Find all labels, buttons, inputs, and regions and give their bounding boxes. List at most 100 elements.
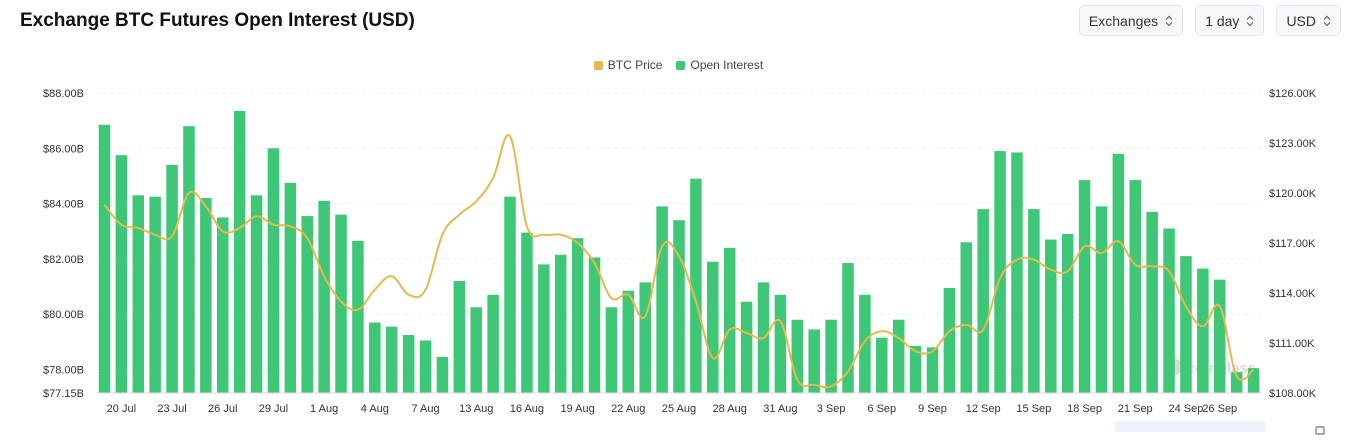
open-interest-bar xyxy=(1061,234,1074,393)
open-interest-bar xyxy=(571,238,584,393)
open-interest-bar xyxy=(673,220,685,393)
open-interest-bar xyxy=(1163,228,1175,393)
open-interest-bar xyxy=(740,301,753,393)
x-tick-label: 29 Jul xyxy=(259,403,288,415)
exchanges-select-label: Exchanges xyxy=(1088,12,1159,29)
open-interest-bar xyxy=(639,282,651,393)
open-interest-bar xyxy=(859,294,871,393)
open-interest-bar xyxy=(267,148,280,393)
open-interest-bar xyxy=(98,124,111,393)
x-tick-label: 13 Aug xyxy=(459,403,493,415)
open-interest-bar xyxy=(808,329,820,393)
interval-select-label: 1 day xyxy=(1205,12,1240,29)
open-interest-bar xyxy=(892,319,905,393)
open-interest-bar xyxy=(538,264,550,393)
open-interest-bar xyxy=(605,307,618,393)
x-tick-label: 18 Sep xyxy=(1067,403,1102,415)
open-interest-bar xyxy=(284,182,297,393)
chart-controls: Exchanges 1 day USD xyxy=(1078,5,1341,36)
open-interest-bar xyxy=(1230,372,1243,393)
y-left-tick-label: $88.00B xyxy=(43,88,84,100)
x-tick-label: 25 Aug xyxy=(662,403,696,415)
open-interest-bar xyxy=(1095,206,1108,393)
x-tick-label: 23 Jul xyxy=(157,403,186,415)
open-interest-bar xyxy=(470,307,482,393)
chevron-up-down-icon xyxy=(1246,15,1254,27)
open-interest-bar xyxy=(183,126,195,394)
x-tick-label: 31 Aug xyxy=(763,403,797,415)
open-interest-bar xyxy=(825,319,837,393)
open-interest-bar xyxy=(1214,279,1226,393)
open-interest-bar xyxy=(943,287,956,393)
open-interest-bar xyxy=(402,334,415,393)
x-tick-label: 20 Jul xyxy=(107,403,136,415)
currency-select-label: USD xyxy=(1286,12,1316,29)
open-interest-bar xyxy=(791,319,804,393)
y-left-tick-label: $78.00B xyxy=(43,364,84,376)
open-interest-bar xyxy=(1180,256,1192,393)
x-tick-label: 28 Aug xyxy=(713,403,747,415)
chevron-up-down-icon xyxy=(1165,15,1173,27)
open-interest-bar xyxy=(1247,368,1260,393)
open-interest-bar xyxy=(216,217,229,393)
range-slider-handle-icon[interactable] xyxy=(1313,422,1327,435)
open-interest-bar xyxy=(1197,268,1209,393)
open-interest-bar xyxy=(1028,209,1040,393)
legend-label-open-interest: Open Interest xyxy=(690,58,764,72)
open-interest-bar xyxy=(200,198,212,393)
y-left-tick-label: $77.15B xyxy=(43,388,84,400)
x-tick-label: 15 Sep xyxy=(1016,403,1051,415)
interval-select[interactable]: 1 day xyxy=(1195,5,1265,36)
currency-select[interactable]: USD xyxy=(1276,5,1341,36)
open-interest-bar xyxy=(723,247,736,393)
y-right-tick-label: $126.00K xyxy=(1269,88,1317,100)
x-tick-label: 4 Aug xyxy=(361,403,389,415)
y-left-tick-label: $84.00B xyxy=(43,199,84,211)
y-left-tick-label: $80.00B xyxy=(43,309,84,321)
x-tick-label: 1 Aug xyxy=(310,403,338,415)
x-tick-label: 3 Sep xyxy=(817,403,846,415)
open-interest-bar xyxy=(909,345,922,393)
open-interest-bar xyxy=(876,337,888,393)
open-interest-bar xyxy=(419,340,432,393)
y-right-tick-label: $117.00K xyxy=(1269,238,1316,250)
open-interest-bar xyxy=(115,155,128,393)
open-interest-bar xyxy=(977,209,989,393)
open-interest-bar xyxy=(132,195,144,393)
x-tick-label: 24 Sep xyxy=(1169,403,1204,415)
open-interest-bar xyxy=(1011,152,1023,393)
page-title: Exchange BTC Futures Open Interest (USD) xyxy=(20,10,415,31)
y-right-tick-label: $111.00K xyxy=(1269,338,1315,350)
exchanges-select[interactable]: Exchanges xyxy=(1078,5,1184,36)
open-interest-bar xyxy=(926,347,939,393)
x-tick-label: 16 Aug xyxy=(510,403,544,415)
chevron-up-down-icon xyxy=(1323,15,1331,27)
range-slider-thumbnail[interactable] xyxy=(1115,421,1265,432)
y-right-tick-label: $123.00K xyxy=(1269,138,1317,150)
open-interest-bar xyxy=(554,254,567,393)
x-tick-label: 7 Aug xyxy=(411,403,439,415)
y-right-tick-label: $114.00K xyxy=(1269,288,1316,300)
y-right-tick-label: $108.00K xyxy=(1269,388,1317,400)
open-interest-bar xyxy=(233,110,246,393)
open-interest-bar xyxy=(774,294,787,393)
open-interest-bar xyxy=(149,196,161,393)
open-interest-bar xyxy=(994,151,1006,393)
legend-item-open-interest[interactable]: Open Interest xyxy=(676,58,763,72)
y-right-tick-label: $120.00K xyxy=(1269,188,1317,200)
open-interest-bar xyxy=(352,240,364,393)
y-left-tick-label: $86.00B xyxy=(43,143,84,155)
open-interest-bar xyxy=(707,261,719,393)
legend-swatch-btc-price xyxy=(593,60,603,70)
open-interest-bar xyxy=(1112,153,1125,393)
open-interest-bar xyxy=(1078,180,1091,393)
open-interest-bar xyxy=(487,294,499,393)
legend-item-btc-price[interactable]: BTC Price xyxy=(593,58,662,72)
open-interest-bar xyxy=(1045,239,1057,393)
open-interest-bar xyxy=(521,232,533,393)
open-interest-bar xyxy=(318,200,330,393)
open-interest-bar xyxy=(166,164,178,393)
legend-swatch-open-interest xyxy=(676,60,686,70)
x-tick-label: 26 Jul xyxy=(208,403,237,415)
